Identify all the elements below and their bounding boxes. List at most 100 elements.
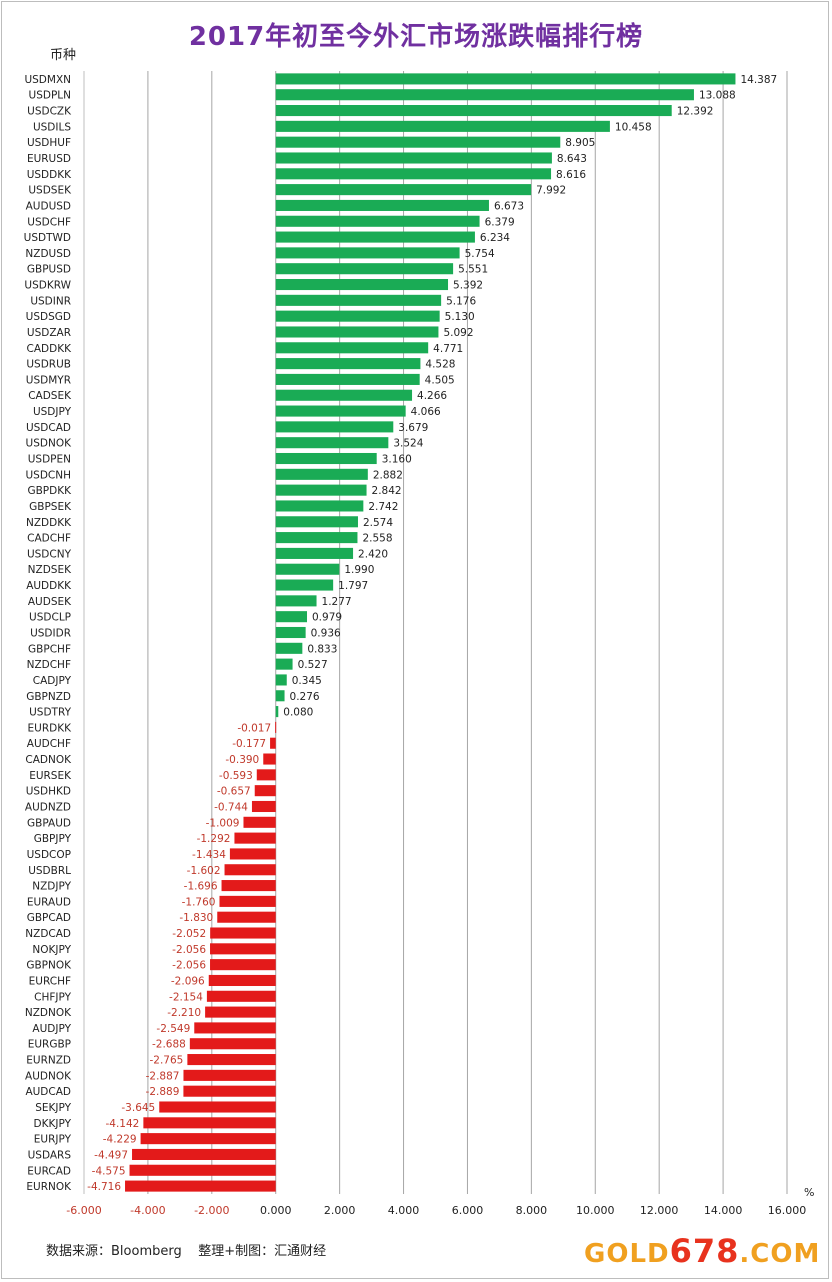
site-logo: GOLD678.COM	[584, 1232, 820, 1270]
data-label: 6.673	[494, 200, 524, 212]
data-label: -1.696	[184, 881, 218, 893]
category-label: GBPAUD	[27, 817, 71, 829]
data-label: -2.688	[152, 1039, 186, 1051]
category-label: GBPNOK	[26, 960, 72, 972]
data-label: 2.882	[373, 469, 403, 481]
category-label: USDJPY	[33, 406, 72, 418]
data-label: -0.390	[225, 754, 259, 766]
category-label: USDSEK	[28, 185, 72, 197]
bar	[205, 1006, 276, 1018]
bar	[275, 199, 489, 211]
data-label: -4.575	[92, 1165, 126, 1177]
bar	[275, 706, 279, 718]
category-label: EURGBP	[28, 1039, 71, 1051]
bar	[159, 1101, 276, 1113]
category-label: EURCHF	[29, 975, 71, 987]
data-label: -2.210	[167, 1007, 201, 1019]
category-label: CADJPY	[33, 675, 72, 687]
data-label: 2.742	[368, 501, 398, 513]
bar	[275, 105, 672, 117]
category-label: USDILS	[33, 121, 71, 133]
category-label: NOKJPY	[32, 944, 71, 956]
x-tick-label: 16.000	[768, 1204, 807, 1217]
bar	[251, 800, 276, 813]
data-label: -2.056	[172, 960, 206, 972]
bar	[275, 120, 610, 132]
bar	[275, 168, 552, 180]
category-label: EURUSD	[27, 153, 71, 165]
data-label: 0.527	[298, 659, 328, 671]
category-label: EURSEK	[29, 770, 72, 782]
data-label: 3.679	[398, 422, 428, 434]
bar	[275, 326, 439, 338]
bar	[275, 626, 306, 639]
data-label: 5.176	[446, 295, 476, 307]
category-label: AUDCHF	[27, 738, 71, 750]
category-label: USDCHF	[27, 216, 71, 228]
category-label: GBPUSD	[27, 264, 71, 276]
data-label: 1.990	[344, 564, 374, 576]
data-label: -1.602	[187, 865, 221, 877]
category-label: EURJPY	[34, 1134, 72, 1146]
x-tick-label: 2.000	[324, 1204, 356, 1217]
x-tick-label: 0.000	[260, 1204, 292, 1217]
category-label: USDIDR	[30, 628, 71, 640]
category-label: USDCOP	[27, 849, 71, 861]
category-label: USDSGD	[26, 311, 71, 323]
data-label: 0.345	[292, 675, 322, 687]
category-label: GBPNZD	[26, 691, 71, 703]
category-label: USDTRY	[29, 707, 71, 719]
data-label: -2.887	[146, 1070, 180, 1082]
bar	[275, 247, 460, 259]
data-label: 0.936	[311, 628, 341, 640]
bar	[275, 152, 552, 164]
bar	[256, 769, 276, 781]
category-label: DKKJPY	[34, 1118, 72, 1130]
category-label: USDPEN	[28, 454, 71, 466]
bar	[275, 437, 389, 449]
category-label: NZDUSD	[25, 248, 71, 260]
data-label: 1.797	[338, 580, 368, 592]
bar	[275, 721, 277, 733]
data-label: 8.905	[565, 137, 595, 149]
category-label: EURNOK	[26, 1181, 72, 1193]
logo-number: 678	[669, 1232, 740, 1270]
category-label: EURCAD	[27, 1165, 71, 1177]
category-label: USDNOK	[26, 438, 73, 450]
category-label: USDCZK	[27, 106, 72, 118]
bar	[275, 532, 358, 544]
data-label: -0.593	[219, 770, 253, 782]
data-label: 4.505	[425, 374, 455, 386]
data-label: 5.392	[453, 280, 483, 292]
data-label: -2.154	[169, 991, 203, 1003]
bar	[275, 358, 421, 370]
chart-title: 2017年初至今外汇市场涨跌幅排行榜	[188, 22, 644, 52]
category-label: AUDUSD	[26, 200, 71, 212]
bar	[275, 642, 303, 654]
x-tick-label: 10.000	[576, 1204, 615, 1217]
data-label: 10.458	[615, 121, 652, 133]
data-label: 6.234	[480, 232, 510, 244]
bar	[275, 516, 358, 528]
bar	[275, 278, 449, 291]
data-label: -3.645	[121, 1102, 155, 1114]
x-tick-label: -6.000	[66, 1204, 101, 1217]
category-label: USDBRL	[28, 865, 71, 877]
bar	[243, 816, 276, 828]
bar	[217, 911, 276, 923]
bar	[129, 1164, 276, 1176]
category-label: NZDDKK	[26, 517, 72, 529]
category-label: CADDKK	[27, 343, 73, 355]
bar	[125, 1180, 276, 1192]
category-label: GBPSEK	[29, 501, 72, 513]
bar	[187, 1054, 276, 1066]
data-label: 0.276	[290, 691, 320, 703]
bar	[275, 421, 394, 433]
category-label: NZDNOK	[25, 1007, 72, 1019]
category-label: SEKJPY	[35, 1102, 71, 1114]
category-label: CADCHF	[27, 533, 71, 545]
category-label: GBPJPY	[34, 833, 72, 845]
data-label: -0.657	[217, 786, 251, 798]
category-label: AUDSEK	[28, 596, 72, 608]
